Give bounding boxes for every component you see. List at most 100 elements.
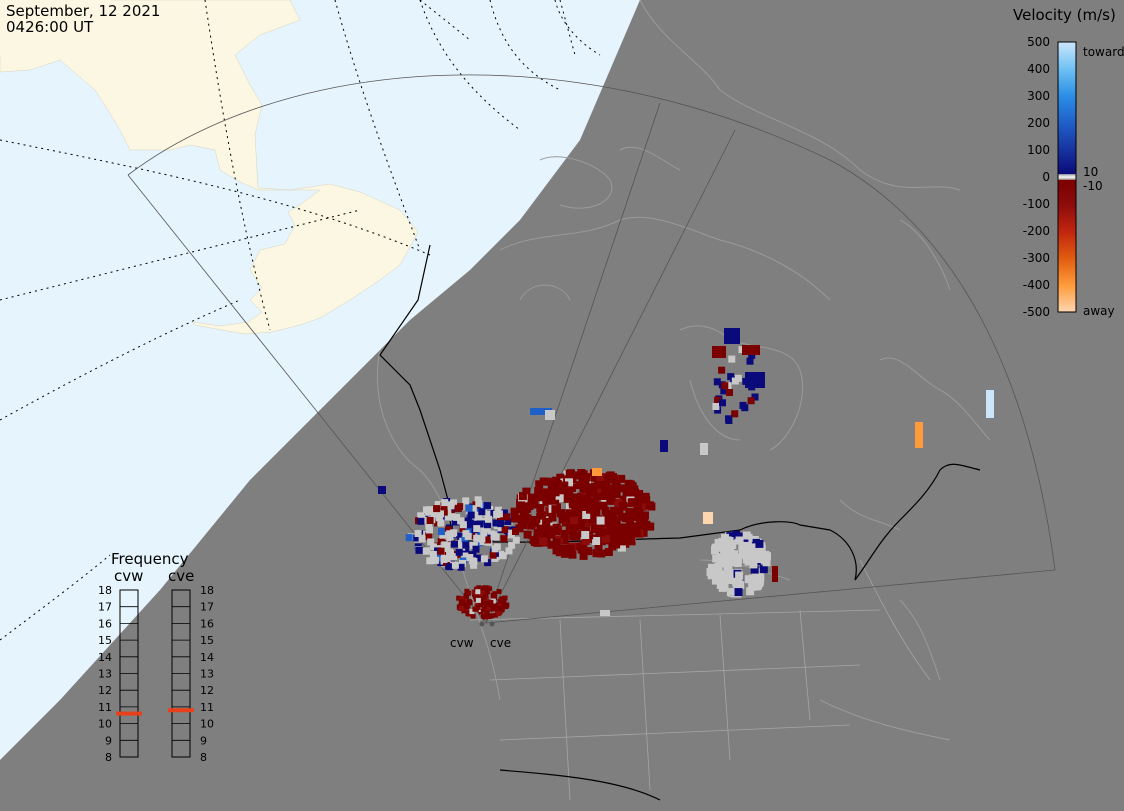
- velocity-cell: [636, 523, 645, 532]
- velocity-cell: [500, 535, 508, 543]
- velocity-cell: [437, 519, 445, 527]
- colorbar-toward-label: toward: [1083, 45, 1124, 59]
- velocity-cell: [570, 493, 579, 502]
- velocity-cell: [570, 516, 578, 525]
- velocity-cell: [470, 613, 476, 619]
- velocity-cell: [589, 510, 598, 519]
- colorbar-band: [1058, 285, 1076, 312]
- velocity-cell: [439, 531, 447, 539]
- velocity-cell: [466, 554, 474, 561]
- velocity-cell: [493, 612, 499, 618]
- velocity-cell: [606, 493, 615, 502]
- velocity-cell: [432, 556, 440, 564]
- velocity-cell: [446, 548, 454, 556]
- velocity-cell: [497, 524, 505, 532]
- velocity-cell: [750, 565, 759, 574]
- velocity-cell: [425, 522, 433, 530]
- colorbar-band: [1058, 150, 1076, 175]
- velocity-cell: [536, 504, 545, 512]
- velocity-cell: [418, 535, 426, 543]
- frequency-tick-label: 10: [98, 718, 112, 731]
- velocity-cell: [429, 551, 437, 558]
- frequency-tick-label: 18: [98, 584, 112, 597]
- velocity-cell: [596, 516, 605, 525]
- velocity-cell: [561, 549, 569, 558]
- velocity-cell: [610, 475, 619, 484]
- velocity-cell: [660, 440, 668, 452]
- velocity-cell: [605, 510, 614, 519]
- velocity-cell: [450, 529, 458, 537]
- velocity-cell: [751, 582, 760, 591]
- frequency-scales: 18 17 16 15 14 13 12 11 10 9 8 18 17 16 15 14 13 12 11 10 9 8: [98, 584, 214, 764]
- velocity-cell: [569, 526, 578, 535]
- velocity-cell: [450, 499, 458, 507]
- velocity-cell: [485, 589, 490, 595]
- frequency-tick-label: 12: [98, 684, 112, 697]
- velocity-cell: [641, 492, 650, 501]
- colorbar-pos-threshold: 10: [1083, 165, 1098, 179]
- velocity-cell: [566, 469, 575, 478]
- colorbar-gradient: [1057, 41, 1077, 313]
- velocity-cell: [631, 520, 640, 529]
- velocity-cell: [426, 526, 433, 534]
- date-label: September, 12 2021: [6, 2, 160, 20]
- velocity-cell: [488, 599, 494, 605]
- velocity-cell: [592, 549, 601, 558]
- radar-sites: cvw cve: [450, 621, 511, 650]
- colorbar-tick-label: 400: [1027, 62, 1050, 76]
- velocity-cell: [731, 555, 739, 563]
- velocity-cell: [723, 564, 732, 573]
- velocity-cell: [747, 397, 755, 405]
- velocity-cell: [772, 566, 778, 582]
- velocity-cell: [430, 510, 438, 518]
- velocity-cell: [719, 399, 726, 407]
- velocity-cell: [446, 534, 454, 542]
- velocity-cell: [751, 393, 759, 401]
- velocity-cell: [451, 518, 459, 526]
- velocity-cell: [422, 547, 430, 555]
- velocity-cell: [735, 536, 744, 545]
- velocity-cell: [602, 534, 610, 543]
- frequency-tick-label: 16: [200, 617, 214, 630]
- frequency-marker-cve: [168, 708, 194, 713]
- frequency-radar-label-cvw: cvw: [114, 567, 143, 585]
- velocity-cell: [755, 539, 764, 548]
- velocity-cell: [555, 548, 564, 557]
- velocity-cell: [566, 544, 575, 553]
- velocity-cell: [440, 556, 448, 563]
- velocity-cell: [628, 482, 637, 491]
- velocity-cell: [725, 576, 734, 584]
- velocity-cell: [641, 511, 649, 520]
- velocity-cell: [530, 538, 539, 546]
- velocity-cell: [573, 507, 582, 516]
- velocity-cell: [617, 512, 626, 521]
- velocity-scatter: [378, 328, 994, 620]
- velocity-cell: [726, 549, 735, 558]
- velocity-cell: [485, 585, 491, 591]
- velocity-cell: [712, 346, 726, 358]
- velocity-cell: [551, 505, 560, 514]
- velocity-cell: [464, 594, 469, 600]
- velocity-cell: [473, 594, 478, 600]
- velocity-cell: [464, 517, 472, 525]
- velocity-cell: [711, 576, 720, 585]
- velocity-cell: [474, 516, 482, 524]
- velocity-cell: [722, 559, 731, 568]
- velocity-cell: [547, 540, 556, 549]
- velocity-cell: [560, 544, 569, 553]
- velocity-cell: [480, 594, 486, 600]
- colorbar-band: [1058, 123, 1076, 150]
- colorbar-title: Velocity (m/s): [1013, 6, 1116, 24]
- velocity-cell: [444, 513, 452, 521]
- velocity-cell: [486, 505, 494, 513]
- velocity-cell: [724, 328, 740, 344]
- velocity-cell: [729, 587, 738, 596]
- velocity-cell: [731, 410, 739, 418]
- velocity-cell: [480, 555, 488, 563]
- colorbar-tick-label: -500: [1023, 305, 1050, 319]
- velocity-cell: [504, 518, 512, 526]
- velocity-cell: [457, 532, 465, 540]
- colorbar-band: [1058, 258, 1076, 285]
- velocity-cell: [453, 513, 461, 521]
- velocity-cell: [707, 571, 716, 580]
